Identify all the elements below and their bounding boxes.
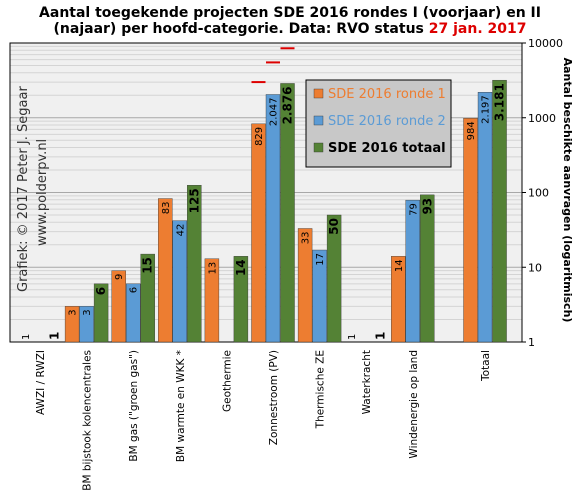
data-label: 2.047 [269,97,280,126]
data-label: 1 [21,334,32,340]
bar [140,253,155,343]
bar [391,256,406,343]
bar [312,249,327,343]
data-label: 50 [327,218,341,235]
legend: SDE 2016 ronde 1 SDE 2016 ronde 2 SDE 2016… [305,79,452,168]
data-label: 125 [187,188,201,213]
legend-swatch [313,142,324,153]
credit-line1: Grafiek: © 2017 Peter J. Segaar [16,86,31,292]
bar [158,198,173,343]
y-axis-label: Aantal beschikte aanvragen (logaritmisch… [561,58,574,323]
y-tick-label: 100 [528,187,549,200]
bar [463,118,478,343]
legend-swatch [313,115,324,126]
legend-label: SDE 2016 totaal [328,141,446,156]
bar [326,214,342,343]
y-tick-label: 10 [528,261,542,274]
legend-box [305,79,452,168]
bar [79,306,94,343]
data-label: 3 [82,309,93,315]
legend-swatch [313,88,324,99]
data-label: 1 [374,332,388,340]
bar [125,283,141,343]
bar [265,94,281,343]
category-label: Windenergie op land [408,350,420,459]
data-label: 3 [68,309,79,315]
bar [297,228,313,343]
data-label: 33 [301,231,312,244]
data-label: 984 [466,121,477,140]
legend-label: SDE 2016 ronde 2 [328,114,446,129]
bar [405,199,420,343]
legend-label: SDE 2016 ronde 1 [328,87,446,102]
bar [280,83,295,343]
data-label: 15 [141,257,155,274]
bar [187,185,202,343]
data-label: 9 [114,274,125,280]
data-label: 6 [129,287,140,293]
category-label: BM bijstook kolencentrales [82,350,94,491]
plot-area: 1 10 100 1000 10000 1 1 AWZI / RWZI 3 3 6 BM bijsto… [9,37,563,491]
data-label: 17 [315,253,326,266]
data-label: 93 [420,198,434,215]
category-label: BM warmte en WKK * [175,350,187,462]
data-label: 829 [254,127,265,146]
category-label: Waterkracht [361,350,373,414]
y-tick-label: 1000 [528,112,556,125]
bar [111,270,126,343]
bar [251,123,266,343]
chart-title-date: 27 jan. 2017 [429,21,527,37]
data-label: 6 [94,287,108,295]
bar [492,79,507,343]
data-label: 14 [394,259,405,272]
category-label: Zonnestroom (PV) [268,350,280,445]
chart-title-line2: (najaar) per hoofd-categorie. Data: RVO … [54,21,527,37]
bar [64,306,80,343]
data-label: 42 [175,224,186,237]
bar [204,258,220,343]
data-label: 1 [347,334,358,340]
bar [233,256,249,343]
data-label: 14 [234,259,248,276]
bar [477,91,493,343]
category-label: Thermische ZE [315,350,327,429]
data-label: 83 [161,202,172,215]
y-tick-label: 1 [528,336,535,349]
data-label: 1 [48,332,62,340]
data-label: 2.876 [281,86,295,124]
chart-title-line2-text: (najaar) per hoofd-categorie. Data: RVO … [54,21,424,37]
data-label: 2.197 [481,95,492,124]
category-label: Totaal [480,350,492,382]
category-label: Geothermie [221,350,233,412]
y-tick-label: 10000 [528,37,563,50]
data-label: 3.181 [493,83,507,121]
bar [172,220,188,343]
bar [420,194,435,343]
data-label: 79 [408,203,419,216]
category-label: BM gas ("groen gas") [128,350,140,462]
chart-title-line1: Aantal toegekende projecten SDE 2016 ron… [39,5,541,21]
category-label: AWZI / RWZI [35,350,47,415]
data-label: 13 [207,262,218,275]
credit-line2: www.polderpv.nl [35,139,50,246]
bar [93,283,109,343]
